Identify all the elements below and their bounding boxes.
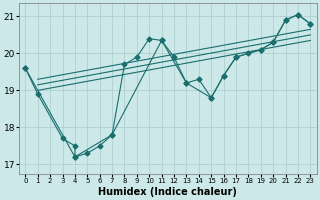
X-axis label: Humidex (Indice chaleur): Humidex (Indice chaleur) bbox=[98, 187, 237, 197]
